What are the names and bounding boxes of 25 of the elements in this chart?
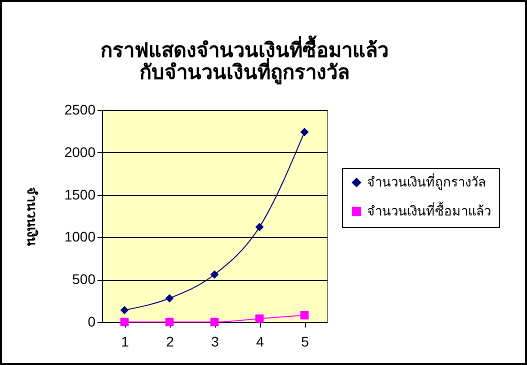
point: [255, 314, 264, 323]
point: [165, 318, 174, 326]
x-tick-label: 5: [301, 334, 310, 350]
x-tick-label: 2: [166, 334, 174, 350]
y-tick-label: 2500: [64, 102, 96, 118]
point: [120, 306, 129, 314]
point: [300, 128, 309, 136]
y-tick-label: 2000: [64, 144, 96, 160]
y-tick-label: 1500: [64, 186, 96, 202]
legend-label: จำนวนเงินที่ซื้อมาแล้ว: [367, 202, 491, 218]
y-axis-title: จำนวนเงิน: [24, 187, 40, 246]
point: [255, 222, 264, 232]
legend-label: จำนวนเงินที่ถูกรางวัล: [367, 174, 486, 190]
x-tick-label: 1: [121, 334, 130, 350]
x-tick-label: 3: [211, 334, 220, 350]
y-tick-label: 1000: [64, 228, 96, 245]
point: [165, 294, 174, 302]
point: [300, 311, 309, 320]
y-tick-label: 0: [88, 314, 96, 330]
chart-title: กราฟแสดงจำนวนเงินที่ซื้อมาแล้ว กับจำนวนเงินที่ถูกรางวัล: [100, 35, 388, 86]
point: [120, 318, 129, 326]
point: [210, 270, 219, 279]
y-tick-label: 500: [72, 271, 96, 288]
x-tick-label: 4: [256, 334, 264, 350]
point: [210, 318, 219, 326]
